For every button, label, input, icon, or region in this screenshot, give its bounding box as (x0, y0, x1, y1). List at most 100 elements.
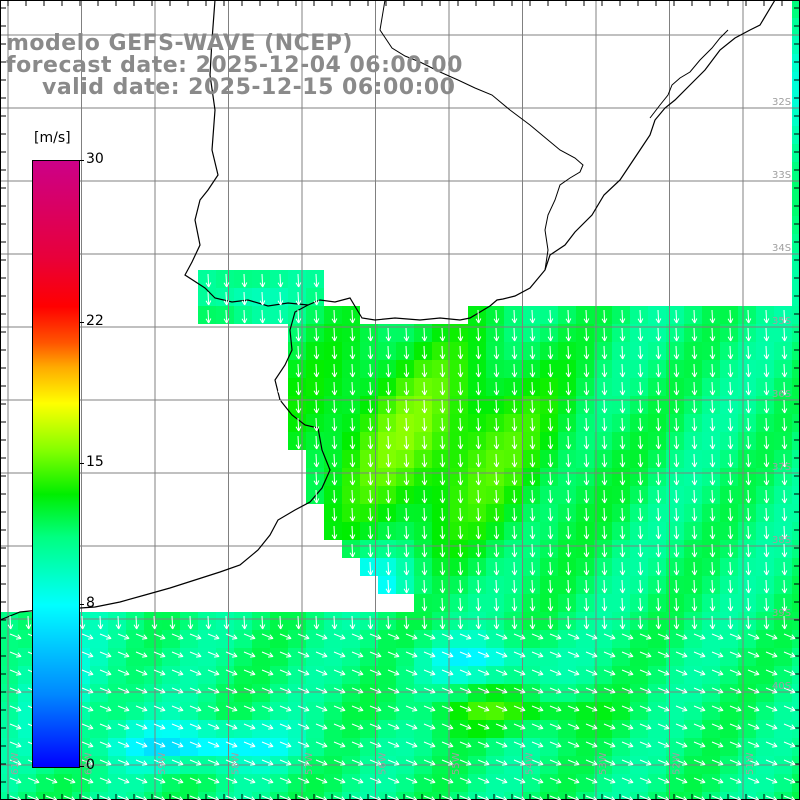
wind-arrow-head (403, 408, 408, 414)
wind-arrow-head (233, 652, 238, 657)
wind-arrow-head (622, 570, 626, 576)
wind-arrow-head (439, 372, 444, 378)
wind-arrow-head (395, 688, 400, 693)
wind-arrow-head (178, 728, 184, 730)
wind-arrow-head (331, 444, 336, 450)
wind-arrow-head (532, 624, 536, 630)
wind-arrow-head (586, 354, 590, 360)
wind-cell (270, 684, 288, 702)
wind-arrow-head (673, 462, 678, 468)
wind-arrow-head (736, 692, 742, 694)
wind-arrow-head (214, 746, 220, 748)
wind-arrow-head (496, 444, 500, 450)
wind-arrow-shaft (297, 345, 300, 360)
wind-cell (594, 540, 612, 558)
wind-arrow-head (305, 760, 310, 765)
wind-cell (360, 486, 378, 504)
wind-cell (738, 792, 756, 800)
wind-arrow-shaft (639, 561, 642, 576)
wind-arrow-shaft (333, 381, 336, 396)
wind-arrow-head (637, 480, 642, 486)
wind-cell (774, 684, 792, 702)
wind-arrow-head (358, 728, 364, 730)
wind-arrow-head (478, 372, 482, 378)
wind-arrow-head (727, 462, 732, 468)
wind-cell (558, 486, 576, 504)
wind-arrow-head (550, 336, 554, 342)
wind-cell (378, 342, 396, 360)
wind-arrow-shaft (333, 345, 336, 360)
wind-arrow-head (107, 742, 112, 747)
wind-arrow-shaft (495, 381, 498, 396)
wind-arrow-head (784, 390, 788, 396)
wind-arrow-shaft (549, 579, 552, 594)
wind-cell (432, 594, 450, 612)
wind-cell (486, 432, 504, 450)
wind-cell (576, 522, 594, 540)
wind-arrow-head (370, 426, 374, 432)
wind-arrow-head (16, 746, 22, 748)
wind-arrow-head (755, 652, 760, 657)
wind-cell (702, 612, 720, 630)
wind-cell (234, 738, 252, 756)
wind-cell (18, 666, 36, 684)
wind-arrow-head (496, 462, 500, 468)
wind-arrow-head (611, 634, 616, 639)
wind-arrow-shaft (675, 435, 678, 450)
wind-arrow-shaft (171, 651, 184, 658)
wind-cell (594, 666, 612, 684)
wind-arrow-head (403, 624, 408, 630)
wind-arrow-head (295, 354, 300, 360)
wind-arrow-shaft (261, 723, 274, 730)
wind-arrow-head (17, 688, 22, 693)
wind-arrow-head (640, 588, 644, 594)
wind-arrow-head (133, 624, 138, 630)
wind-arrow-head (496, 390, 500, 396)
wind-cell (612, 378, 630, 396)
wind-arrow-head (539, 724, 544, 729)
wind-cell (0, 774, 18, 792)
wind-arrow-shaft (117, 723, 130, 730)
wind-arrow-head (143, 724, 148, 729)
wind-arrow-shaft (747, 471, 750, 486)
wind-cell (468, 612, 486, 630)
wind-arrow-head (676, 624, 680, 630)
wind-cell (306, 702, 324, 720)
wind-cell (486, 612, 504, 630)
wind-arrow-head (280, 282, 284, 288)
wind-arrow-shaft (225, 615, 228, 630)
wind-arrow-shaft (531, 489, 534, 504)
wind-cell (630, 414, 648, 432)
wind-arrow-head (665, 652, 670, 657)
wind-arrow-head (313, 408, 318, 414)
lagoon-outline (649, 29, 729, 119)
wind-arrow-shaft (351, 741, 364, 748)
wind-arrow-shaft (351, 489, 354, 504)
wind-arrow-shaft (513, 345, 516, 360)
wind-arrow-head (439, 354, 444, 360)
wind-arrow-head (629, 634, 634, 639)
wind-cell (702, 324, 720, 342)
wind-cell (648, 504, 666, 522)
wind-cell (342, 774, 360, 792)
wind-arrow-shaft (243, 777, 256, 784)
wind-arrow-head (125, 742, 130, 747)
wind-cell (684, 648, 702, 666)
wind-arrow-shaft (315, 273, 318, 288)
colorbar-tick-label: 30 (86, 151, 104, 167)
wind-arrow-head (658, 498, 662, 504)
wind-cell (756, 504, 774, 522)
wind-cell (702, 792, 720, 800)
wind-arrow-shaft (711, 561, 714, 576)
wind-arrow-head (334, 390, 338, 396)
wind-arrow-head (352, 534, 356, 540)
latitude-label: 40S (772, 681, 791, 692)
wind-arrow-head (529, 354, 534, 360)
wind-cell (792, 432, 800, 450)
wind-cell (540, 540, 558, 558)
wind-arrow-head (287, 706, 292, 711)
wind-arrow-head (439, 408, 444, 414)
wind-cell (594, 324, 612, 342)
wind-arrow-shaft (369, 741, 382, 748)
wind-cell (666, 468, 684, 486)
